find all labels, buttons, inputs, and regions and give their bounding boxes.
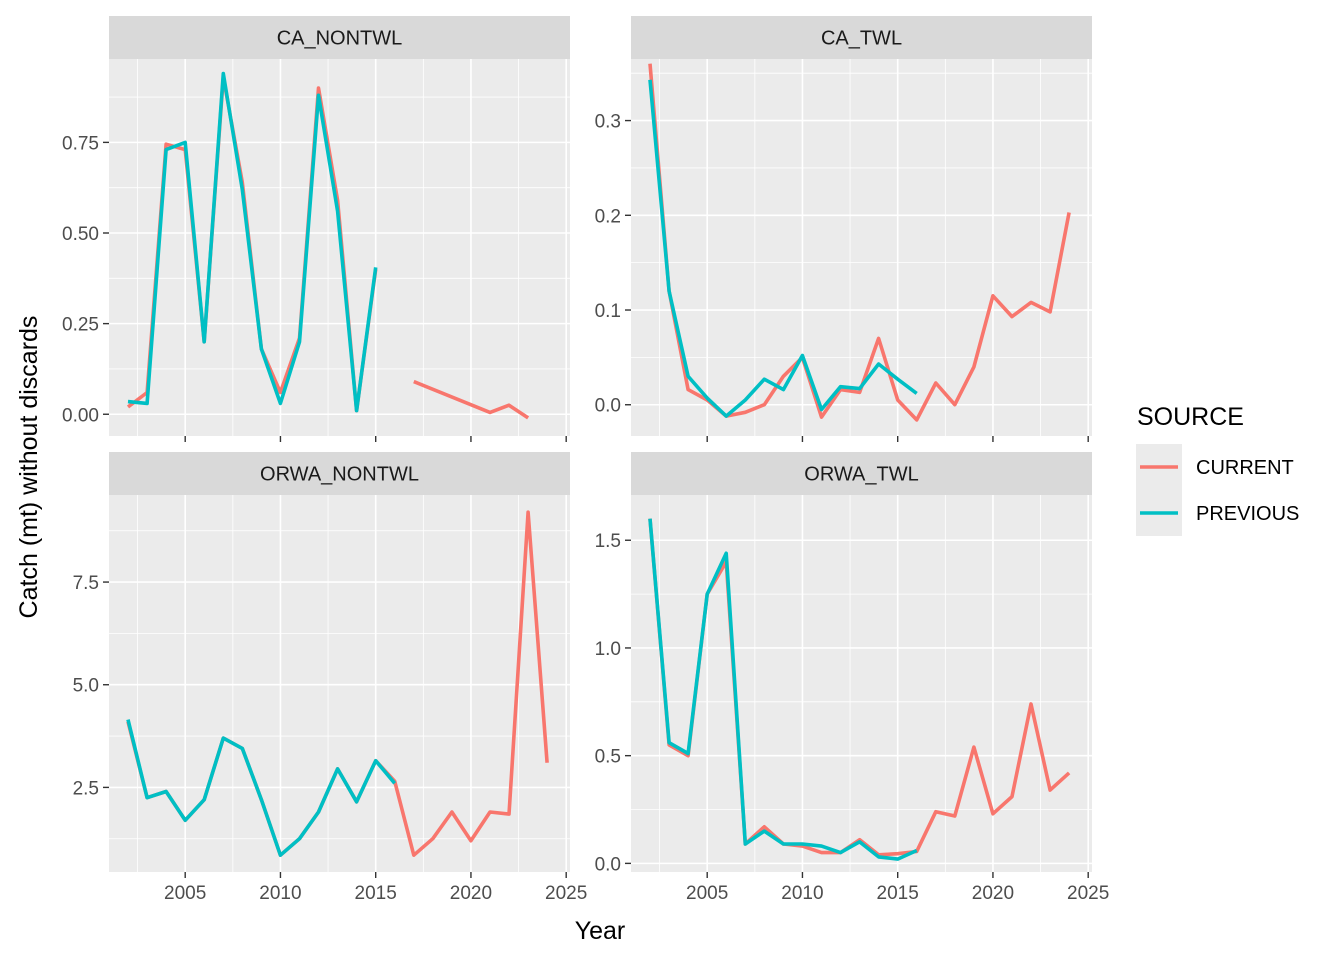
facet-strip-label: CA_TWL	[821, 28, 902, 50]
plot-background	[109, 495, 570, 872]
y-tick-label: 0.00	[62, 405, 99, 426]
x-tick-label: 2010	[781, 883, 823, 904]
facet-strip	[109, 452, 570, 495]
panel-orwa-nontwl: ORWA_NONTWL 2005 2010 2015 2020 2025 2.5 5.0 7.5	[73, 452, 587, 904]
plot-background	[631, 59, 1092, 436]
facet-strip	[631, 16, 1092, 59]
plot-background	[631, 495, 1092, 872]
x-tick-label: 2005	[686, 883, 728, 904]
facet-strip-label: CA_NONTWL	[277, 28, 403, 50]
panel-orwa-twl: ORWA_TWL 2005 2010 2015 2020 2025 0.0 0.5 1.0 1.5	[595, 452, 1109, 904]
x-tick-label: 2010	[259, 883, 301, 904]
y-tick-label: 0.0	[595, 396, 621, 417]
x-tick-label: 2020	[972, 883, 1014, 904]
y-tick-label: 0.3	[595, 112, 621, 133]
y-tick-label: 5.0	[73, 676, 99, 697]
series-line-previous	[126, 719, 397, 858]
y-tick-label: 0.50	[62, 224, 99, 245]
y-tick-label: 0.0	[595, 854, 621, 875]
series-line-previous	[648, 518, 918, 861]
legend-title: SOURCE	[1137, 403, 1244, 431]
y-tick-label: 2.5	[73, 778, 99, 799]
y-tick-label: 1.0	[595, 639, 621, 660]
facet-strip	[631, 452, 1092, 495]
y-tick-label: 0.5	[595, 747, 621, 768]
x-tick-label: 2005	[164, 883, 206, 904]
legend-label-current: CURRENT	[1196, 457, 1294, 479]
x-tick-label: 2025	[545, 883, 587, 904]
y-tick-label: 0.25	[62, 315, 99, 336]
legend-label-previous: PREVIOUS	[1196, 503, 1299, 525]
legend: SOURCE CURRENT PREVIOUS	[1136, 403, 1299, 536]
x-tick-label: 2025	[1067, 883, 1109, 904]
series-line-previous	[648, 79, 918, 418]
y-axis-title: Catch (mt) without discards	[15, 316, 43, 619]
y-tick-label: 7.5	[73, 573, 99, 594]
panel-ca-twl: CA_TWL 0.0 0.1 0.2 0.3	[595, 16, 1092, 442]
y-tick-label: 0.1	[595, 301, 621, 322]
facet-strip-label: ORWA_NONTWL	[260, 464, 419, 486]
series-line-previous	[127, 71, 378, 413]
y-tick-label: 0.2	[595, 206, 621, 227]
panel-ca-nontwl: CA_NONTWL 0.00 0.25 0.50 0.75	[62, 16, 570, 442]
y-tick-label: 1.5	[595, 531, 621, 552]
series-line-current	[648, 518, 1071, 857]
x-axis-title: Year	[575, 917, 626, 945]
y-tick-label: 0.75	[62, 133, 99, 154]
x-tick-label: 2015	[355, 883, 397, 904]
facet-strip	[109, 16, 570, 59]
x-tick-label: 2015	[877, 883, 919, 904]
x-tick-label: 2020	[450, 883, 492, 904]
series-line-current	[413, 379, 530, 420]
facet-strip-label: ORWA_TWL	[804, 464, 918, 486]
